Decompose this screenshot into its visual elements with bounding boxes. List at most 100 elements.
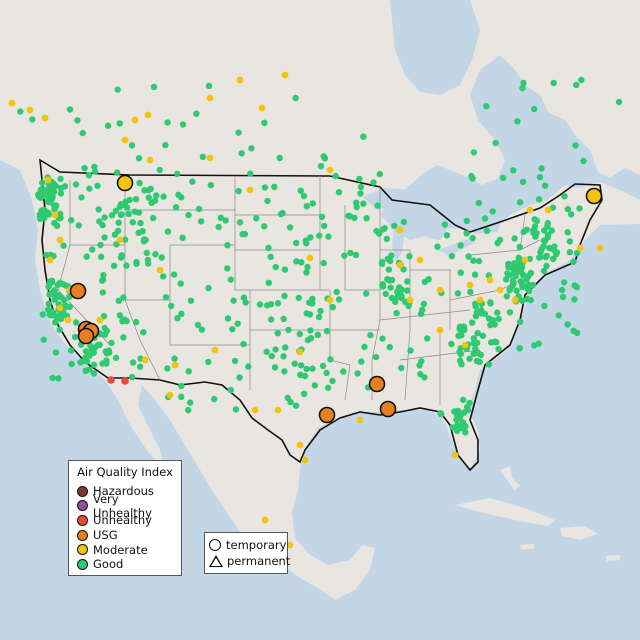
good-station [521, 283, 528, 290]
good-station [112, 354, 120, 362]
good-station [406, 253, 413, 260]
good-station [81, 165, 88, 172]
good-station [466, 355, 473, 362]
good-station [229, 326, 236, 333]
good-station [318, 213, 326, 220]
moderate-station [121, 136, 129, 144]
good-station [483, 227, 491, 234]
good-station [123, 204, 131, 211]
good-station [449, 424, 456, 431]
good-station [352, 251, 360, 259]
good-station [235, 187, 242, 195]
good-station [385, 266, 393, 273]
good-station [332, 172, 339, 180]
good-station [140, 329, 147, 336]
puerto-rico [606, 555, 620, 561]
good-station [558, 286, 566, 294]
good-station [268, 352, 275, 360]
moderate-station [466, 281, 474, 289]
good-station [510, 167, 517, 174]
good-station [110, 262, 118, 269]
good-station [281, 368, 288, 375]
good-station [143, 249, 150, 257]
good-station [141, 187, 148, 194]
good-station [46, 280, 54, 287]
good-station [227, 276, 234, 283]
moderate-station [258, 104, 266, 112]
good-station [261, 119, 268, 127]
good-station [286, 224, 294, 231]
good-station [39, 179, 46, 186]
legend-row-hazardous: Hazardous [69, 484, 181, 499]
good-station [470, 149, 478, 156]
moderate-station [511, 296, 519, 304]
good-station [83, 253, 90, 260]
good-station [309, 300, 316, 307]
lake-huron [418, 208, 450, 240]
good-station [515, 254, 522, 261]
good-station [576, 205, 583, 212]
good-station [477, 351, 485, 359]
good-station [99, 221, 106, 229]
good-station [425, 276, 432, 283]
good-station [543, 262, 550, 270]
good-station [57, 315, 65, 322]
good-station [303, 365, 310, 373]
good-station [82, 348, 90, 355]
moderate-station [416, 256, 424, 264]
moderate-station [286, 541, 294, 549]
moderate-station [486, 276, 494, 284]
good-station [327, 356, 334, 363]
good-station [315, 313, 323, 321]
good-station [160, 193, 167, 200]
good-station [240, 340, 247, 348]
good-station [89, 246, 96, 253]
highlight-station [116, 174, 134, 192]
good-station [573, 81, 580, 89]
good-station [83, 358, 91, 365]
good-station [376, 170, 383, 178]
good-station [383, 235, 390, 243]
good-station [35, 191, 42, 198]
good-station [133, 260, 140, 267]
good-station [141, 236, 148, 243]
good-station [536, 174, 544, 181]
good-station [320, 259, 327, 267]
good-station [267, 316, 275, 323]
good-station [531, 216, 538, 223]
good-station [174, 170, 181, 178]
good-station [470, 350, 477, 358]
good-station [51, 287, 58, 294]
good-station [120, 334, 127, 341]
good-station [474, 330, 481, 337]
good-station [469, 234, 476, 242]
good-station [400, 218, 408, 226]
good-station [236, 219, 244, 226]
good-station [463, 217, 470, 225]
good-station [457, 242, 464, 249]
good-station [101, 234, 108, 241]
good-station [455, 332, 462, 339]
lake-erie [438, 238, 475, 256]
good-station [253, 215, 260, 222]
moderate-station [326, 166, 334, 174]
good-station [335, 189, 343, 196]
good-station [57, 210, 64, 217]
good-station [536, 254, 543, 261]
good-station [472, 303, 479, 310]
good-station [387, 284, 394, 291]
good-station [174, 315, 181, 322]
good-station [207, 181, 215, 189]
good-station [71, 333, 79, 341]
good-station [303, 269, 310, 276]
good-station [61, 183, 69, 190]
good-station [309, 200, 316, 207]
good-station [541, 302, 548, 310]
good-station [341, 252, 348, 259]
good-station [280, 315, 287, 322]
good-station [357, 183, 365, 191]
good-station [443, 232, 451, 239]
good-station [550, 255, 557, 263]
good-station [211, 395, 218, 403]
good-station [47, 251, 54, 259]
